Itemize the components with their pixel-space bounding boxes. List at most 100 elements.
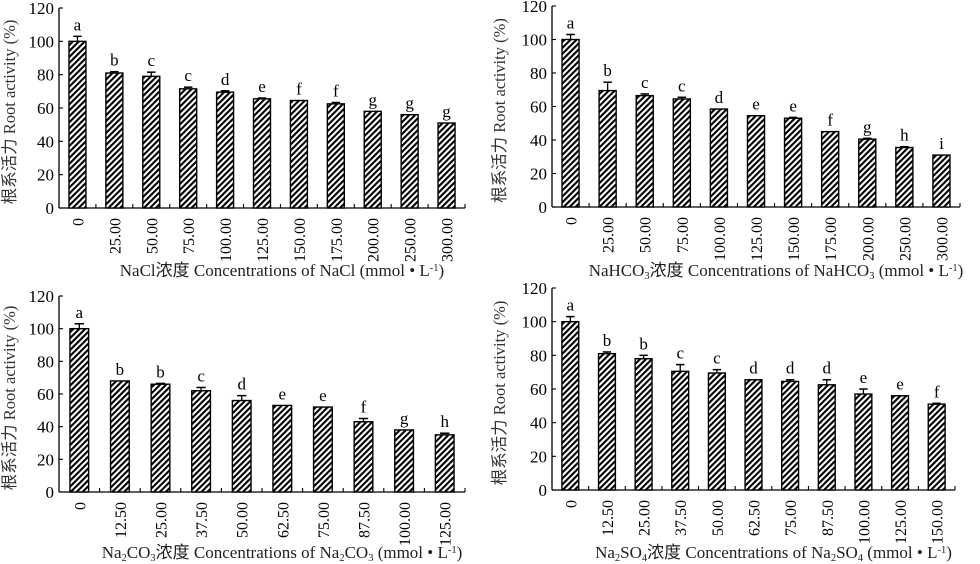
y-tick-label: 20	[37, 450, 54, 469]
bar	[854, 393, 873, 491]
y-tick-label: 80	[530, 346, 547, 365]
x-tick-label: 0	[70, 218, 87, 226]
significance-label: f	[361, 398, 367, 417]
x-axis-title: NaCl浓度 Concentrations of NaCl (mmol • L-…	[120, 261, 444, 280]
bar	[68, 40, 87, 209]
subscript: 2	[615, 553, 620, 564]
x-tick-label: 150.00	[786, 217, 803, 261]
significance-label: a	[76, 303, 84, 322]
bar-group: b	[634, 334, 653, 491]
bar	[178, 88, 198, 209]
bar-group: c	[707, 349, 726, 491]
bar-group: c	[672, 76, 692, 208]
bar	[746, 115, 766, 208]
bar	[437, 122, 456, 209]
bar-group: c	[142, 51, 161, 209]
bar	[272, 404, 293, 493]
significance-label: a	[74, 15, 82, 34]
x-tick-label: 25.00	[107, 218, 124, 254]
axis-title-part: 浓度 Concentrations of Na	[156, 543, 340, 562]
y-tick-label: 20	[530, 447, 547, 466]
x-tick-label: 125.00	[438, 502, 455, 546]
bar	[231, 399, 252, 493]
significance-label: f	[333, 82, 339, 101]
bar	[634, 357, 653, 491]
x-axis-title: Na2CO3浓度 Concentrations of Na2CO3 (mmol …	[102, 543, 463, 564]
x-tick-label: 250.00	[897, 217, 914, 261]
axis-title-part: SO	[836, 543, 858, 562]
bar-group: b	[598, 61, 617, 208]
subscript: 3	[644, 271, 649, 282]
bar-group: i	[932, 134, 951, 208]
x-tick-label: 12.50	[113, 502, 130, 538]
bar-group: c	[635, 73, 654, 208]
x-tick-label: 25.00	[601, 217, 618, 253]
axis-title-part: CO	[345, 543, 369, 562]
significance-label: b	[156, 362, 165, 381]
x-axis-title: NaHCO3浓度 Concentrations of NaHCO3 (mmol …	[589, 261, 964, 282]
x-tick-label: 37.50	[673, 500, 690, 536]
y-tick-label: 40	[530, 131, 547, 150]
significance-label: i	[939, 134, 944, 153]
axis-title-part: CO	[127, 543, 151, 562]
y-axis-title: 根系活力 Root activity (%)	[0, 20, 19, 205]
bar	[707, 372, 726, 491]
x-tick-label: 75.00	[316, 502, 333, 538]
x-tick-label: 175.00	[823, 217, 840, 261]
bar-group: b	[105, 51, 124, 209]
y-tick-label: 100	[522, 313, 548, 332]
y-tick-label: 100	[29, 32, 55, 51]
significance-label: a	[567, 296, 575, 315]
bar-group: c	[191, 366, 212, 493]
bar-group: d	[817, 359, 836, 491]
axis-title-part: )	[457, 543, 463, 562]
x-tick-label: 100.00	[397, 502, 414, 546]
bar	[312, 406, 333, 493]
axis-title-part: (mmol • L	[863, 543, 937, 562]
significance-label: e	[319, 386, 327, 405]
y-tick-label: 100	[29, 320, 55, 339]
significance-label: b	[639, 334, 648, 353]
significance-label: e	[789, 96, 797, 115]
bar	[289, 99, 309, 209]
y-tick-label: 40	[530, 414, 547, 433]
bar-group: f	[289, 80, 309, 209]
axis-title-part: 浓度 Concentrations of NaHCO	[650, 261, 870, 280]
superscript: -1	[430, 263, 439, 274]
x-axis-title: Na2SO4浓度 Concentrations of Na2SO4 (mmol …	[595, 543, 952, 564]
axis-title-part: NaCl浓度 Concentrations of NaCl (mmol • L	[120, 261, 430, 280]
significance-label: c	[641, 73, 649, 92]
y-tick-label: 20	[530, 165, 547, 184]
x-tick-label: 300.00	[934, 217, 951, 261]
significance-label: e	[279, 384, 287, 403]
bar	[744, 379, 763, 491]
axis-title-part: Na	[595, 543, 615, 562]
x-tick-label: 175.00	[329, 218, 346, 262]
x-tick-label: 75.00	[181, 218, 198, 254]
axis-title-part: NaHCO	[589, 261, 645, 280]
subscript: 3	[869, 271, 874, 282]
significance-label: d	[221, 70, 230, 89]
bar	[597, 352, 617, 491]
x-tick-label: 200.00	[366, 218, 383, 262]
bar-group: g	[394, 409, 415, 493]
significance-label: g	[863, 117, 872, 136]
chart-nahco3: 根系活力 Root activity (%) 0 20 40 60 80 100 120 a 0 b…	[490, 0, 964, 282]
significance-label: g	[368, 90, 377, 109]
bar-group: b	[597, 331, 617, 491]
x-tick-label: 100.00	[856, 500, 873, 544]
y-tick-label: 60	[530, 380, 547, 399]
bar	[890, 395, 910, 491]
axis-title-part: Na	[102, 543, 122, 562]
significance-label: c	[147, 51, 155, 70]
significance-label: e	[896, 375, 904, 394]
y-tick-label: 120	[522, 0, 548, 16]
y-tick-label: 120	[522, 282, 548, 298]
significance-label: b	[116, 360, 125, 379]
panel-na2so4: 根系活力 Root activity (%) 0 20 40 60 80 100 120 a 0 b…	[490, 282, 980, 564]
significance-label: d	[715, 88, 724, 107]
significance-label: b	[110, 51, 119, 70]
chart-na2co3: 根系活力 Root activity (%) 0 20 40 60 80 100 120 a 0 b…	[0, 287, 466, 564]
significance-label: g	[442, 102, 451, 121]
y-tick-label: 0	[539, 481, 548, 500]
